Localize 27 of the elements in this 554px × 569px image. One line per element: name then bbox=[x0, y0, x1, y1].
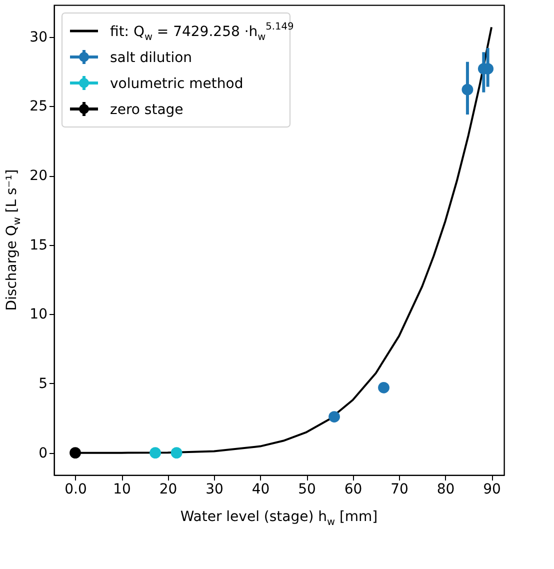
point bbox=[378, 382, 390, 394]
y-tick-label: 15 bbox=[30, 237, 48, 254]
x-tick-label: 50 bbox=[298, 482, 316, 498]
y-axis-title: Discharge Qw [L s⁻¹] bbox=[4, 169, 24, 311]
y-tick-label: 20 bbox=[30, 168, 48, 184]
legend-label: volumetric method bbox=[110, 76, 244, 92]
y-tick-label: 25 bbox=[30, 98, 48, 115]
y-tick-label: 10 bbox=[30, 306, 48, 323]
x-tick-label: 90 bbox=[483, 482, 501, 498]
point bbox=[170, 447, 182, 459]
x-tick-label: 60 bbox=[344, 482, 362, 498]
x-tick-label: 80 bbox=[436, 482, 455, 498]
x-tick-label: 40 bbox=[252, 482, 270, 498]
x-tick-label: 0.0 bbox=[64, 482, 87, 498]
x-tick-label: 20 bbox=[159, 482, 178, 498]
y-tick-label: 5 bbox=[38, 376, 48, 392]
point bbox=[462, 84, 474, 96]
y-tick-label: 30 bbox=[30, 29, 48, 46]
point bbox=[328, 411, 340, 422]
x-tick-label: 70 bbox=[390, 482, 408, 498]
x-tick-label: 10 bbox=[113, 482, 131, 498]
legend-label: zero stage bbox=[110, 102, 184, 118]
x-tick-label: 30 bbox=[206, 482, 224, 498]
point bbox=[150, 447, 161, 459]
legend-label: salt dilution bbox=[110, 50, 192, 66]
y-tick-label: 0 bbox=[38, 445, 48, 462]
point bbox=[70, 447, 81, 459]
